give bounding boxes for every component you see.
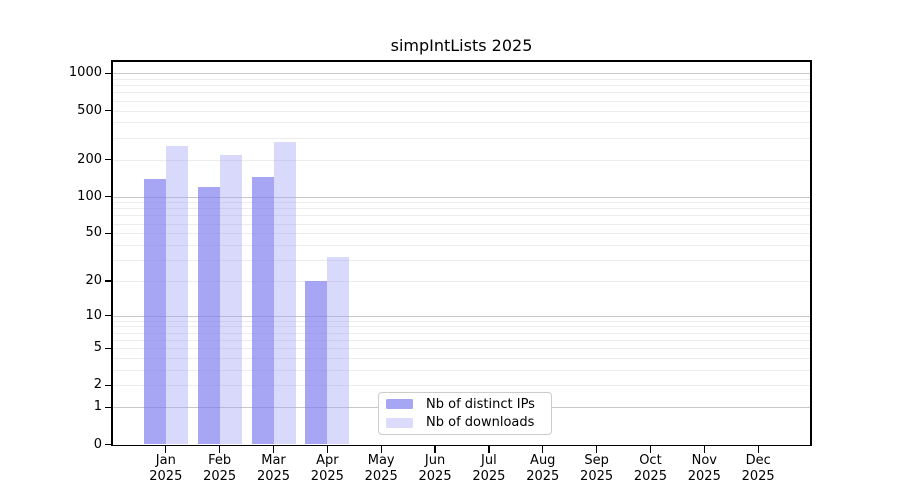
x-tick-label: Nov 2025 [687, 453, 721, 484]
y-tick-label: 20 [85, 272, 102, 288]
bar-jan-distinct-ips [143, 179, 166, 445]
x-tick-mark [703, 446, 705, 453]
minor-gridline [112, 244, 811, 246]
minor-gridline [112, 332, 811, 334]
x-tick-mark [380, 446, 382, 453]
bar-mar-downloads [273, 141, 296, 445]
y-tick-mark [104, 158, 112, 161]
y-tick-label: 0 [93, 436, 102, 452]
minor-gridline [112, 233, 811, 235]
major-gridline [112, 315, 811, 317]
y-tick-label: 500 [77, 102, 102, 118]
bar-feb-downloads [219, 154, 242, 445]
x-tick-mark [219, 446, 221, 453]
y-tick-label: 10 [85, 307, 102, 323]
y-tick-mark [104, 347, 112, 349]
minor-gridline [112, 320, 811, 322]
x-tick-mark [326, 446, 328, 453]
y-tick-label: 100 [77, 188, 102, 204]
minor-gridline [112, 326, 811, 328]
minor-gridline [112, 202, 811, 204]
x-tick-label: Dec 2025 [741, 453, 775, 484]
x-tick-label: May 2025 [364, 453, 398, 484]
x-tick-label: Aug 2025 [526, 453, 560, 484]
legend-item-distinct-ips: Nb of distinct IPs [386, 397, 551, 412]
bar-mar-distinct-ips [251, 176, 274, 445]
bar-apr-distinct-ips [305, 280, 328, 445]
spine-right [810, 60, 812, 447]
x-tick-mark [434, 446, 436, 453]
minor-gridline [112, 339, 811, 341]
legend-swatch-distinct-ips [386, 398, 413, 410]
y-tick-label: 1 [93, 399, 102, 415]
y-tick-mark [104, 195, 112, 198]
y-tick-mark [104, 232, 112, 234]
legend-item-downloads: Nb of downloads [386, 415, 551, 430]
spine-top [111, 60, 812, 62]
minor-gridline [112, 208, 811, 210]
y-tick-label: 2 [93, 377, 102, 393]
x-tick-mark [488, 446, 490, 453]
bar-apr-downloads [327, 256, 350, 445]
y-tick-mark [104, 280, 112, 282]
minor-gridline [112, 92, 811, 94]
y-tick-label: 50 [85, 225, 102, 241]
minor-gridline [112, 358, 811, 360]
legend-label: Nb of downloads [426, 415, 535, 431]
x-tick-label: Feb 2025 [203, 453, 237, 484]
minor-gridline [112, 348, 811, 350]
legend-swatch-downloads [386, 417, 413, 429]
minor-gridline [112, 85, 811, 87]
minor-gridline [112, 223, 811, 225]
x-tick-label: Apr 2025 [310, 453, 344, 484]
x-tick-label: Jul 2025 [472, 453, 506, 484]
minor-gridline [112, 370, 811, 372]
chart-title: simpIntLists 2025 [390, 36, 533, 55]
y-tick-mark [104, 72, 112, 74]
legend-label: Nb of distinct IPs [426, 396, 535, 412]
y-tick-mark [104, 384, 112, 387]
x-tick-mark [595, 446, 598, 453]
x-tick-label: Jun 2025 [418, 453, 452, 484]
y-tick-mark [104, 406, 112, 408]
x-tick-label: Mar 2025 [256, 453, 291, 484]
minor-gridline [112, 137, 811, 139]
legend: Nb of distinct IPs Nb of downloads [378, 392, 552, 435]
x-tick-mark [272, 446, 275, 453]
x-tick-label: Sep 2025 [580, 453, 614, 484]
minor-gridline [112, 215, 811, 217]
y-tick-label: 1000 [68, 65, 102, 81]
minor-gridline [112, 110, 811, 112]
major-gridline [112, 196, 811, 198]
spine-left [111, 60, 113, 447]
minor-gridline [112, 122, 811, 124]
y-tick-mark [104, 315, 112, 317]
spine-bottom [111, 444, 812, 447]
x-tick-mark [757, 446, 759, 453]
y-tick-label: 200 [77, 151, 102, 167]
bar-jan-downloads [165, 145, 188, 445]
minor-gridline [112, 385, 811, 387]
x-tick-label: Jan 2025 [149, 453, 183, 484]
x-tick-mark [542, 446, 544, 453]
minor-gridline [112, 100, 811, 102]
minor-gridline [112, 79, 811, 80]
y-tick-label: 5 [93, 340, 102, 356]
x-tick-mark [649, 446, 652, 453]
x-tick-label: Oct 2025 [633, 453, 667, 484]
minor-gridline [112, 280, 811, 282]
y-tick-mark [104, 443, 112, 446]
x-tick-mark [165, 446, 167, 453]
plot-area [112, 61, 811, 446]
minor-gridline [112, 260, 811, 262]
major-gridline [112, 73, 811, 75]
y-tick-mark [104, 109, 112, 112]
bar-feb-distinct-ips [197, 186, 220, 445]
minor-gridline [112, 159, 811, 161]
